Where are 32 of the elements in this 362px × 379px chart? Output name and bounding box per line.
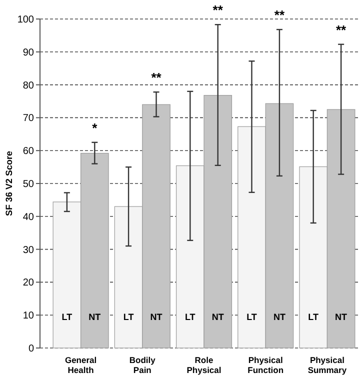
y-tick-label: 10 bbox=[22, 310, 34, 322]
y-axis-title: SF 36 V2 Score bbox=[4, 150, 14, 216]
y-tick-label: 50 bbox=[22, 179, 34, 190]
y-tick-label: 80 bbox=[22, 80, 34, 92]
y-tick-label: 70 bbox=[22, 113, 34, 124]
y-tick-label: 30 bbox=[22, 244, 34, 256]
text: NT bbox=[212, 312, 224, 322]
y-tick-label: 60 bbox=[22, 146, 34, 158]
text: LT bbox=[308, 312, 319, 322]
y-tick-label: 40 bbox=[22, 212, 34, 223]
x-tick-label: Role Physical bbox=[186, 355, 222, 375]
y-tick-label: 100 bbox=[17, 14, 34, 26]
text: LT bbox=[123, 312, 134, 322]
x-tick-label: Physical Function bbox=[248, 355, 284, 375]
text: LT bbox=[246, 312, 257, 322]
text: NT bbox=[88, 312, 101, 322]
annotation: ** bbox=[336, 22, 348, 38]
x-tick-label: General Health bbox=[64, 355, 97, 375]
text: NT bbox=[150, 312, 162, 322]
y-tick-label: 0 bbox=[28, 344, 34, 354]
annotation: ** bbox=[274, 8, 286, 23]
y-tick-label: 90 bbox=[22, 47, 34, 58]
text: NT bbox=[335, 312, 348, 322]
text: ** bbox=[212, 2, 224, 18]
y-tick-label: 20 bbox=[22, 278, 34, 289]
x-tick-label: Bodily Pain bbox=[129, 355, 156, 375]
x-tick-label: Physical Summary bbox=[308, 355, 347, 375]
annotation: * bbox=[92, 120, 98, 136]
annotation: ** bbox=[151, 70, 162, 86]
text: LT bbox=[184, 312, 196, 322]
series-label: LT bbox=[62, 312, 73, 322]
series-label: NT bbox=[273, 312, 286, 322]
